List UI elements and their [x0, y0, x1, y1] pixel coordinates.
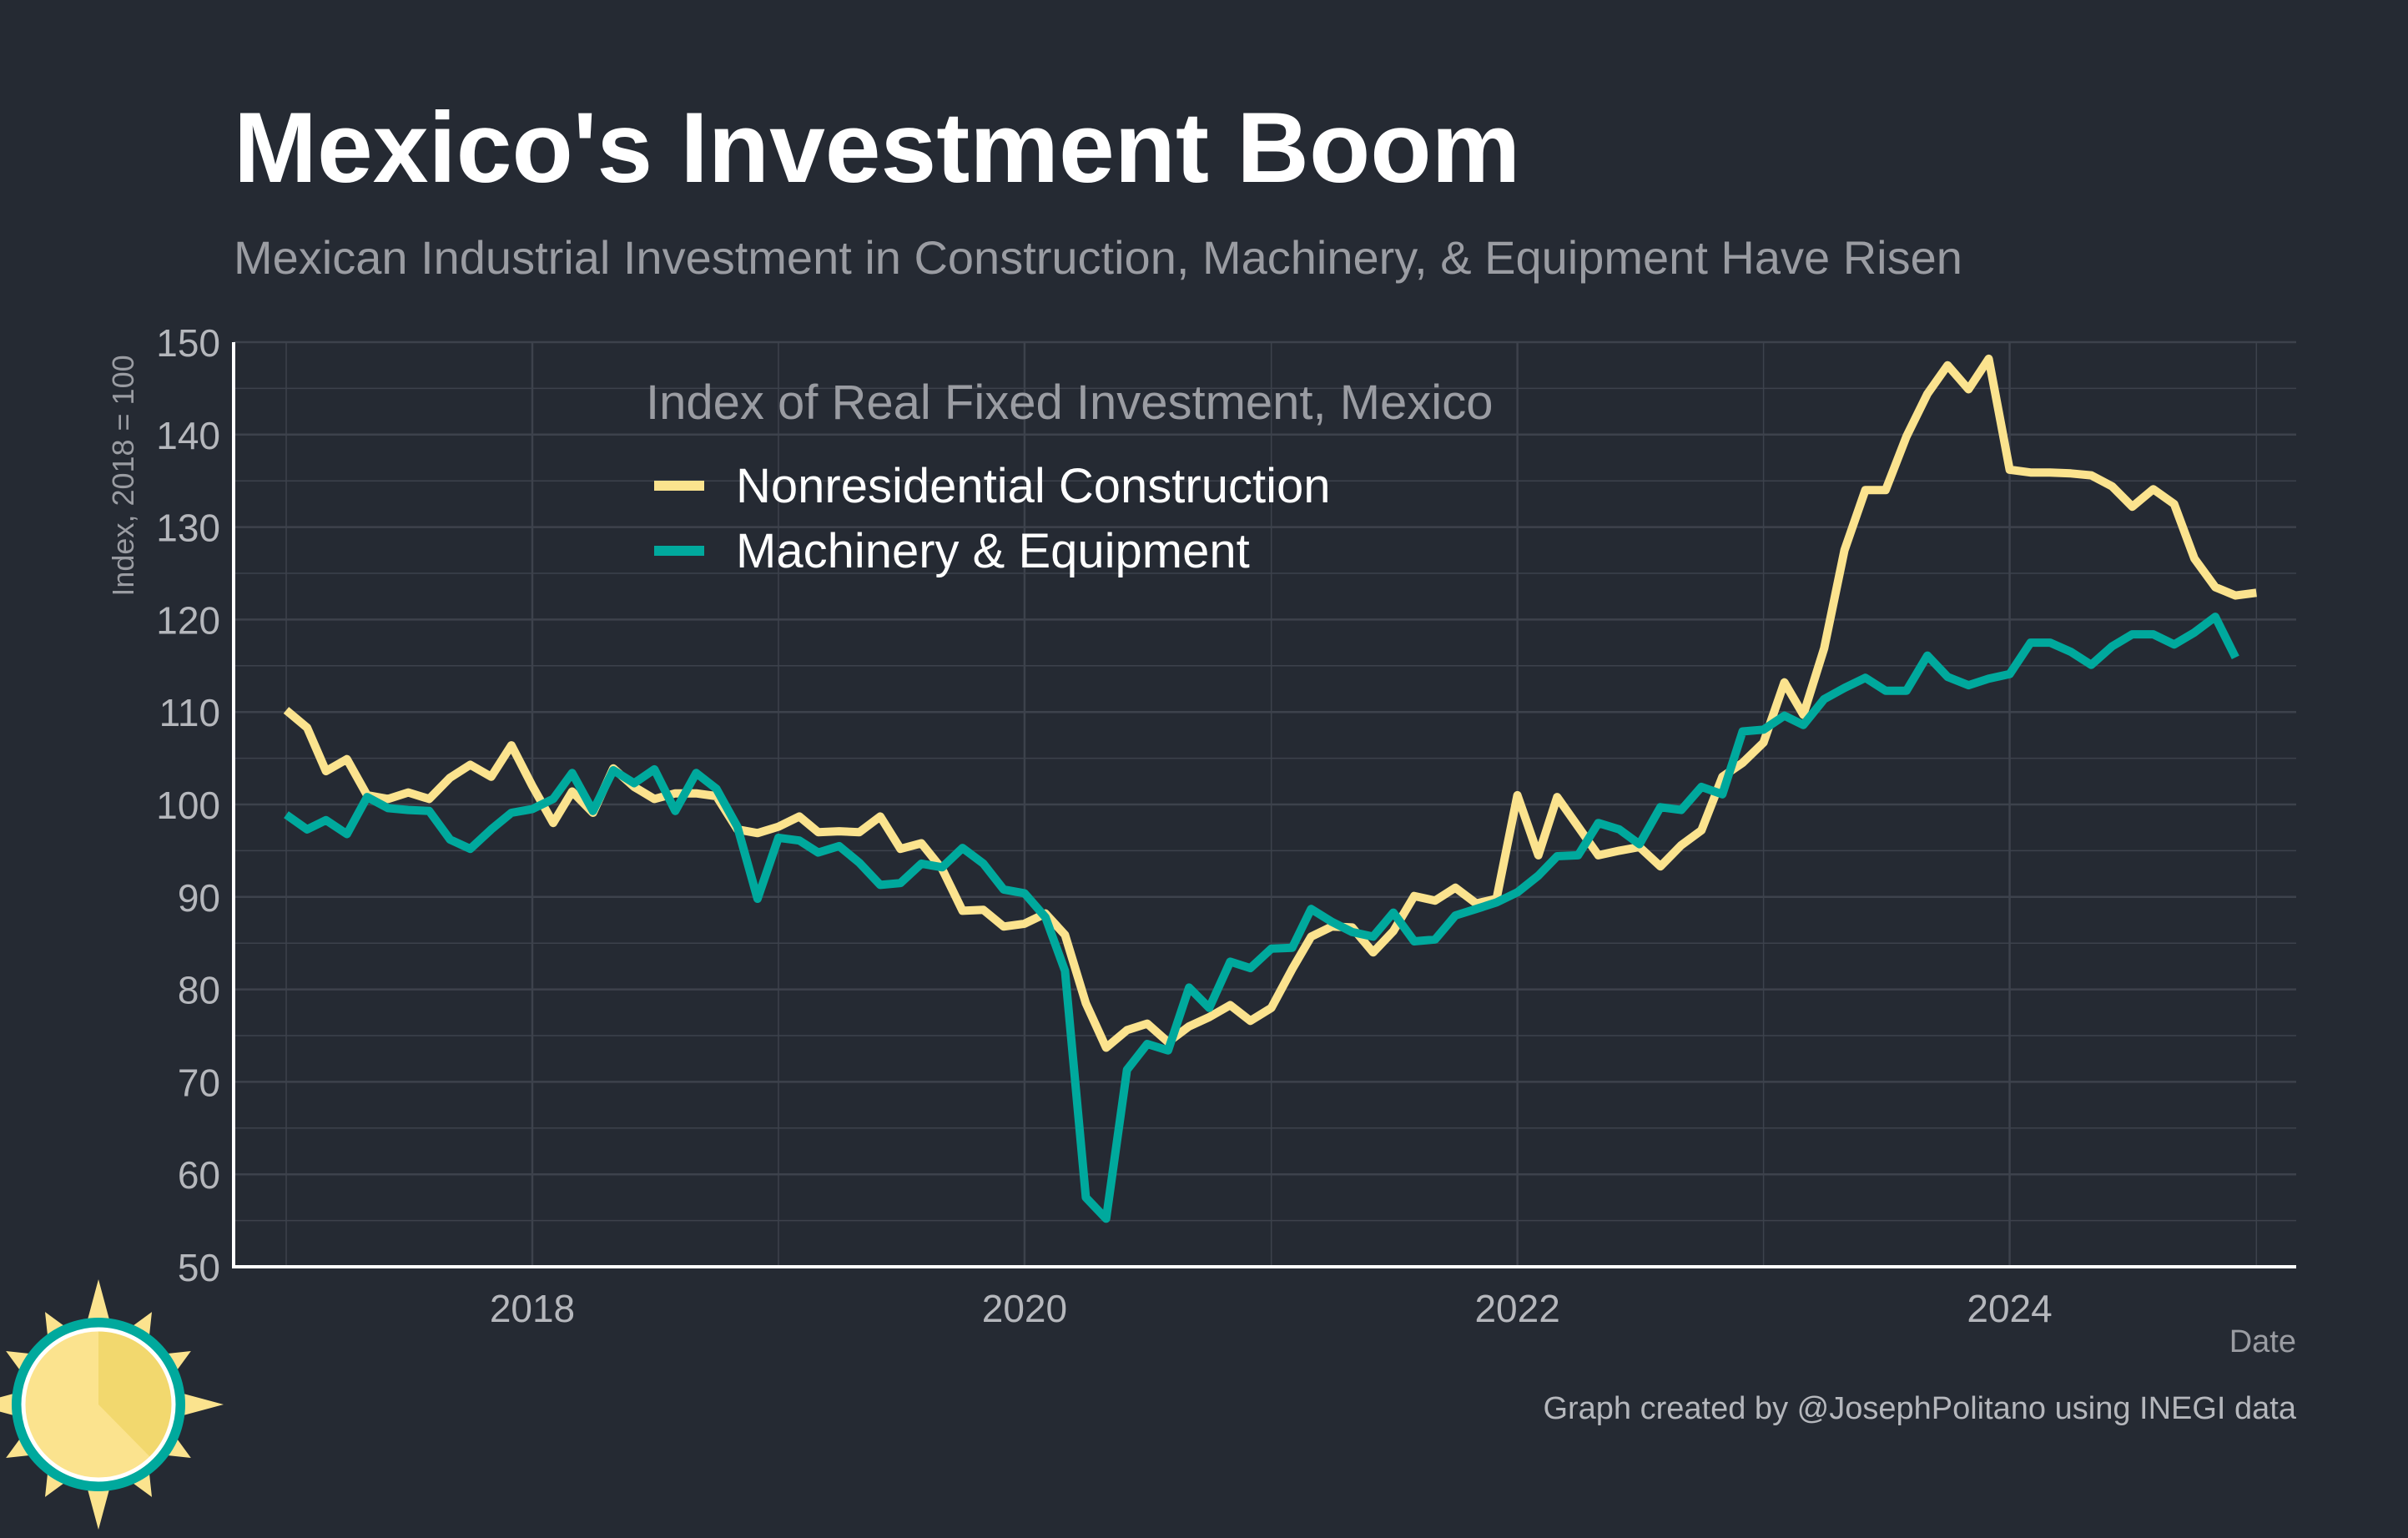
x-axis-title: Date — [2229, 1324, 2296, 1359]
chart-subtitle: Mexican Industrial Investment in Constru… — [234, 231, 1962, 284]
y-tick-label: 130 — [156, 507, 220, 550]
y-tick-label: 70 — [178, 1061, 220, 1104]
y-tick-label: 50 — [178, 1246, 220, 1289]
x-tick-label: 2020 — [982, 1287, 1067, 1330]
x-tick-label: 2022 — [1474, 1287, 1559, 1330]
sun-ray — [85, 1482, 112, 1530]
sun-logo-icon — [0, 1279, 224, 1530]
legend-title: Index of Real Fixed Investment, Mexico — [646, 376, 1493, 430]
axes — [232, 342, 2296, 1268]
series-layer — [283, 354, 2257, 1223]
legend: Index of Real Fixed Investment, Mexico N… — [646, 376, 1493, 578]
y-tick-labels: 50 60 70 80 90 100 110 120 130 140 150 — [156, 321, 220, 1289]
y-tick-label: 100 — [156, 784, 220, 827]
x-tick-label: 2024 — [1967, 1287, 2052, 1330]
x-tick-labels: 2018 2020 2022 2024 — [490, 1287, 2053, 1330]
legend-label-construction: Nonresidential Construction — [736, 459, 1330, 513]
source-caption: Graph created by @JosephPolitano using I… — [1543, 1391, 2296, 1426]
sun-ray — [85, 1279, 112, 1327]
y-tick-label: 150 — [156, 321, 220, 365]
y-tick-label: 140 — [156, 414, 220, 457]
y-tick-label: 60 — [178, 1153, 220, 1197]
chart-title: Mexico's Investment Boom — [234, 92, 1520, 204]
legend-label-machinery: Machinery & Equipment — [736, 524, 1250, 578]
y-tick-label: 120 — [156, 598, 220, 642]
y-tick-label: 110 — [159, 691, 220, 734]
series-line-machinery — [284, 613, 2239, 1223]
y-axis-title: Index, 2018 = 100 — [106, 355, 140, 596]
x-tick-label: 2018 — [490, 1287, 575, 1330]
y-tick-label: 90 — [178, 876, 220, 920]
sun-outline — [21, 1327, 176, 1482]
sun-disc-shade — [98, 1329, 174, 1458]
y-tick-label: 80 — [178, 969, 220, 1012]
sun-ray — [176, 1391, 224, 1418]
